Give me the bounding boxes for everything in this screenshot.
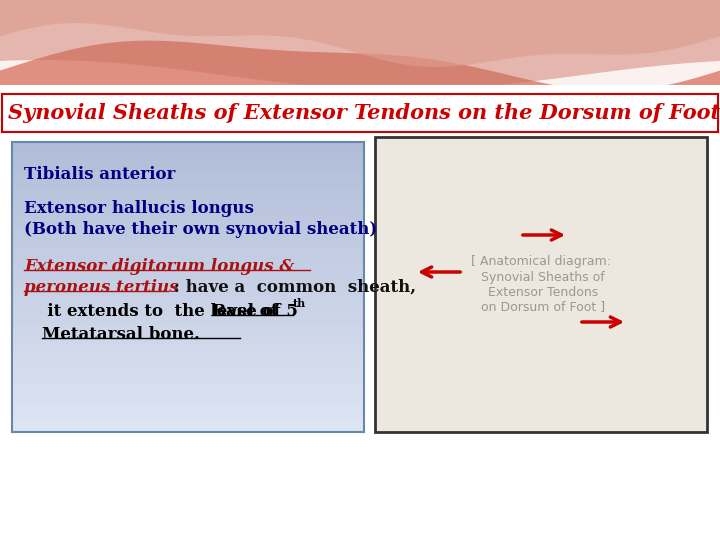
Bar [2, 94, 718, 132]
Text: : have a  common  sheath,: : have a common sheath, [168, 279, 416, 296]
Bar [12, 315, 364, 326]
Text: [ Anatomical diagram:
 Synovial Sheaths of
 Extensor Tendons
 on Dorsum of Foot : [ Anatomical diagram: Synovial Sheaths o… [471, 255, 611, 314]
Bar [12, 199, 364, 210]
Text: Base of 5: Base of 5 [212, 303, 298, 320]
Text: (Both have their own synovial sheath): (Both have their own synovial sheath) [24, 221, 377, 238]
Bar [12, 208, 364, 219]
Bar [12, 142, 364, 432]
Bar [12, 276, 364, 287]
Bar [12, 160, 364, 171]
Bar [375, 137, 707, 432]
Bar [12, 190, 364, 200]
Text: Extensor hallucis longus: Extensor hallucis longus [24, 200, 254, 217]
Bar [12, 296, 364, 306]
Bar [12, 373, 364, 383]
Bar [12, 238, 364, 248]
Text: peroneus tertius: peroneus tertius [24, 279, 179, 296]
Bar [12, 247, 364, 258]
Bar [12, 325, 364, 335]
Bar [12, 402, 364, 413]
Bar [12, 393, 364, 403]
Bar [12, 344, 364, 355]
Bar [12, 354, 364, 364]
Bar [12, 411, 364, 422]
Bar [12, 267, 364, 278]
Bar [12, 363, 364, 374]
Bar [0, 85, 720, 540]
Bar [12, 170, 364, 181]
Polygon shape [0, 0, 720, 67]
Text: it extends to  the level of: it extends to the level of [30, 303, 284, 320]
Bar [12, 180, 364, 190]
Bar [12, 305, 364, 316]
Bar [12, 141, 364, 152]
Polygon shape [0, 0, 720, 91]
Bar [12, 218, 364, 229]
Text: Tibialis anterior: Tibialis anterior [24, 166, 176, 183]
Text: Synovial Sheaths of Extensor Tendons on the Dorsum of Foot: Synovial Sheaths of Extensor Tendons on … [8, 103, 720, 123]
Text: Metatarsal bone.: Metatarsal bone. [42, 326, 200, 343]
Bar [12, 151, 364, 161]
Bar [12, 286, 364, 296]
Text: Extensor digitorum longus &: Extensor digitorum longus & [24, 258, 294, 275]
Bar [12, 228, 364, 239]
Bar [12, 421, 364, 432]
Text: th: th [293, 298, 306, 309]
Bar [12, 257, 364, 268]
Bar [375, 137, 707, 432]
Bar [12, 334, 364, 345]
Bar [12, 383, 364, 393]
Polygon shape [0, 0, 720, 90]
Bar [0, 0, 720, 90]
